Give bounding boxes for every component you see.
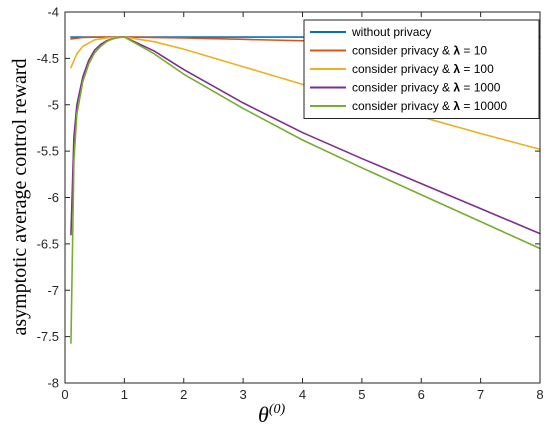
y-tick-label: -4 [47,5,59,20]
legend-entry-3: consider privacy & λ = 1000 [352,81,501,95]
legend-entry-part: consider privacy & [352,99,453,113]
x-tick-label: 8 [536,387,543,402]
legend-entry-4: consider privacy & λ = 10000 [352,99,507,113]
y-tick-label: -7.5 [37,329,59,344]
y-tick-label: -8 [47,376,59,391]
legend-entry-part: consider privacy & [352,81,453,95]
y-tick-label: -6.5 [37,236,59,251]
series-line-4 [70,36,541,344]
y-tick-label: -4.5 [37,51,59,66]
x-axis-label-symbol: θ [258,402,269,427]
legend-entry-part: consider privacy & [352,62,453,76]
x-tick-label: 0 [61,387,68,402]
legend-entry-part: = 10 [460,44,487,58]
x-axis-label: θ(0) [258,402,285,427]
x-tick-label: 3 [240,387,247,402]
x-axis-label-superscript: (0) [269,402,286,417]
legend-entry-0: without privacy [351,25,431,39]
legend-entry-part: = 10000 [460,99,507,113]
legend-entry-part: λ [453,44,460,58]
legend-entry-2: consider privacy & λ = 100 [352,62,494,76]
legend-entry-part: consider privacy & [352,44,453,58]
legend-entry-part: λ [453,99,460,113]
y-tick-label: -6 [47,190,59,205]
x-tick-label: 1 [121,387,128,402]
legend-entry-part: = 100 [460,62,494,76]
legend: without privacy consider privacy & λ = 10… [303,19,540,119]
legend-entry-part: = 1000 [460,81,501,95]
ticks-layer: 0 1 2 3 4 5 6 7 8 -8 -7.5 -7 -6.5 -6 -5.5 -5 -4.5 -4 [37,5,544,403]
x-tick-label: 7 [477,387,484,402]
legend-entry-1: consider privacy & λ = 10 [352,44,487,58]
y-axis-label: asymptotic average control reward [9,58,31,335]
x-tick-label: 5 [358,387,365,402]
y-tick-label: -5 [47,97,59,112]
x-tick-label: 4 [299,387,306,402]
x-tick-label: 2 [180,387,187,402]
x-tick-label: 6 [418,387,425,402]
y-tick-label: -5.5 [37,144,59,159]
legend-entry-part: λ [453,62,460,76]
y-tick-label: -7 [47,283,59,298]
legend-entry-part: λ [453,81,460,95]
